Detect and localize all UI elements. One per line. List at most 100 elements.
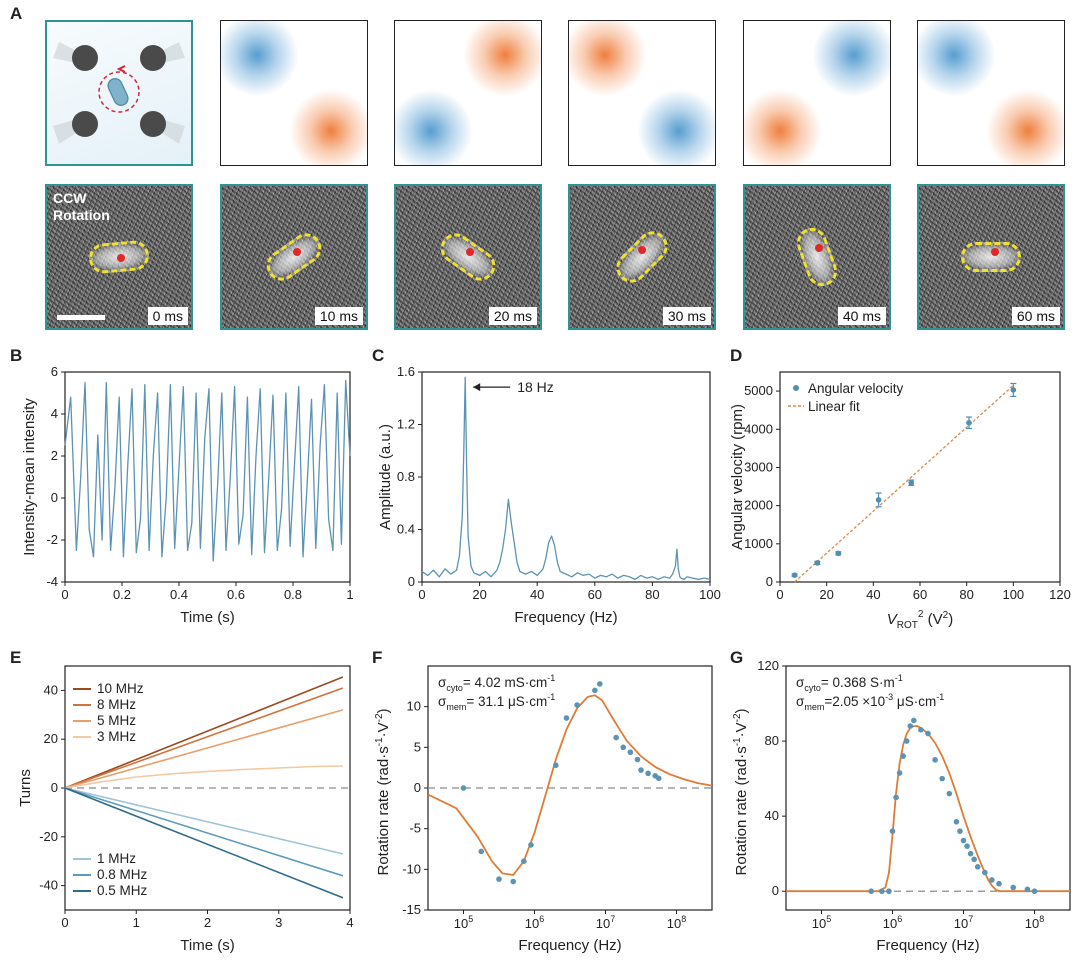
y-tick-label: 0 <box>772 883 779 898</box>
scale-bar <box>57 315 105 320</box>
data-point <box>620 744 627 751</box>
data-point <box>478 848 485 855</box>
timestamp: 0 ms <box>147 307 188 325</box>
data-point <box>939 775 945 782</box>
y-axis-title: Rotation rate (rad·s-1·V-2) <box>732 708 750 875</box>
data-point <box>1010 884 1016 891</box>
timestamp: 20 ms <box>488 307 537 325</box>
y-axis-title: Rotation rate (rad·s-1·V-2) <box>374 708 392 875</box>
plot-frame <box>64 371 351 583</box>
marker-dot <box>293 248 301 256</box>
data-point <box>893 794 899 801</box>
x-tick-label: 0.2 <box>113 587 131 602</box>
panel-label-d: D <box>730 346 743 365</box>
field-frame-2 <box>394 20 542 166</box>
y-tick-label: 6 <box>51 364 58 379</box>
x-tick-label: 20 <box>472 587 486 602</box>
x-tick-label: 100 <box>1002 587 1024 602</box>
chart-c-fft: 0 20 40 60 80 100 0 0.4 0.8 1.2 1.6 18 Hz Frequency … <box>377 364 721 626</box>
x-tick-label: 106 <box>525 914 544 931</box>
turns-line <box>64 687 344 789</box>
y-tick-label: 10 <box>407 699 421 714</box>
chart-g-rotation-spectrum: 105 106 107 108 0 40 80 120 σcyto= 0.368 S·m-1σm… <box>732 658 1071 954</box>
data-point <box>918 727 924 733</box>
y-tick-label: -10 <box>402 861 421 876</box>
x-tick-label: 60 <box>913 587 927 602</box>
data-point <box>655 775 662 782</box>
legend-label: 3 MHz <box>97 729 136 744</box>
micro-frame-40ms: 40 ms <box>743 184 891 330</box>
data-point <box>911 717 917 724</box>
data-point <box>900 753 906 759</box>
electrode-top-left <box>72 45 98 71</box>
field-spot-blue <box>918 21 996 97</box>
data-point <box>638 767 644 773</box>
field-spot-orange <box>986 89 1064 165</box>
data-point <box>1031 888 1038 895</box>
x-axis-title: Frequency (Hz) <box>876 937 979 954</box>
data-point <box>814 560 821 566</box>
y-tick-label: 2 <box>51 448 58 463</box>
x-tick-label: 108 <box>667 914 686 931</box>
legend-label-points: Angular velocity <box>808 381 904 396</box>
y-tick-label: 1000 <box>744 536 773 551</box>
y-tick-label: -4 <box>46 574 58 589</box>
x-tick-label: 105 <box>812 914 831 931</box>
y-tick-label: 40 <box>44 682 58 697</box>
panel-label-f: F <box>372 648 383 667</box>
peak-annotation: 18 Hz <box>517 379 554 395</box>
y-tick-label: 20 <box>44 731 58 746</box>
x-tick-label: 0.8 <box>284 587 302 602</box>
chart-b-intensity: 0 0.2 0.4 0.6 0.8 1 -4 -2 0 2 4 6 Time (s) Intensity-… <box>21 364 354 626</box>
linear-fit-line <box>794 384 1014 583</box>
x-tick-label: 2 <box>204 915 211 930</box>
x-tick-label: 20 <box>819 587 833 602</box>
timestamp: 60 ms <box>1011 307 1060 325</box>
y-tick-label: 0 <box>51 490 58 505</box>
panel-label-a: A <box>10 4 23 23</box>
cell-outline <box>434 227 502 287</box>
data-point <box>791 572 798 578</box>
panel-label-b: B <box>10 346 23 365</box>
x-tick-label: 4 <box>346 915 353 930</box>
y-tick-label: 4000 <box>744 421 773 436</box>
marker-dot <box>638 246 646 254</box>
x-tick-label: 100 <box>699 587 721 602</box>
data-point <box>957 828 963 834</box>
y-tick-label: -20 <box>39 829 58 844</box>
data-point <box>946 790 953 797</box>
x-tick-label: 40 <box>530 587 544 602</box>
x-tick-label: 107 <box>596 914 615 931</box>
x-tick-label: 0 <box>61 587 68 602</box>
data-point <box>528 842 534 848</box>
data-point <box>868 888 874 895</box>
x-tick-label: 0.4 <box>170 587 188 602</box>
rotation-arrow-icon <box>116 65 126 73</box>
electrode-bottom-left <box>72 111 98 137</box>
data-point <box>896 770 903 776</box>
y-tick-label: 0 <box>408 574 415 589</box>
data-point <box>903 738 910 744</box>
field-spot-orange <box>463 21 541 97</box>
marker-dot <box>117 254 125 262</box>
data-point <box>966 419 972 426</box>
x-tick-label: 108 <box>1025 914 1044 931</box>
y-tick-label: -15 <box>402 902 421 917</box>
x-tick-label: 1 <box>133 915 140 930</box>
electrode-top-right <box>140 45 166 71</box>
legend-label: 0.8 MHz <box>97 867 148 882</box>
data-point <box>875 497 882 503</box>
data-point <box>889 828 896 834</box>
y-axis-title: Intensity-mean intensity <box>21 398 38 556</box>
x-axis-title: Time (s) <box>180 937 234 954</box>
turns-line <box>64 765 343 789</box>
x-tick-label: 106 <box>883 914 902 931</box>
data-point <box>953 818 960 825</box>
sigma-mem-annotation: σmem=2.05 ×10-3 μS·cm-1 <box>796 692 944 712</box>
y-tick-label: 4 <box>51 406 58 421</box>
data-point <box>971 856 977 863</box>
data-point <box>974 864 981 870</box>
y-tick-label: 120 <box>757 658 779 673</box>
x-tick-label: 120 <box>1049 587 1071 602</box>
y-tick-label: 5000 <box>744 383 773 398</box>
